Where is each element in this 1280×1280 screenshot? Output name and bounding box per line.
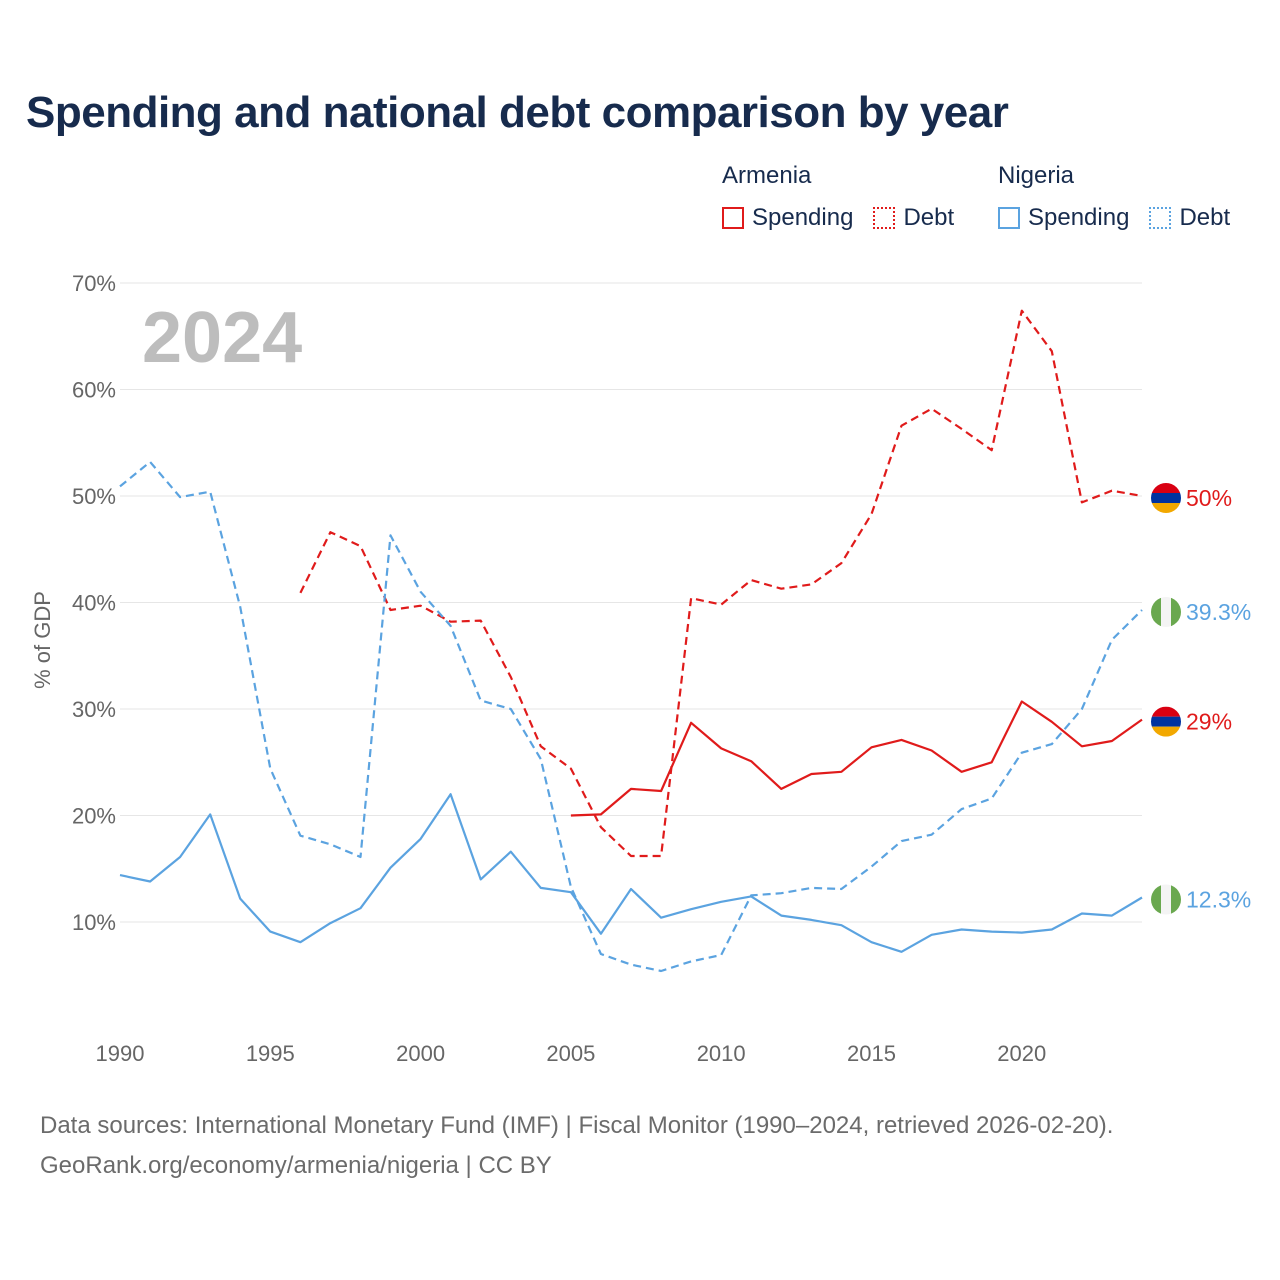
legend-armenia-spending-label: Spending [752,204,854,231]
y-tick-label: 10% [72,910,116,935]
solid-line-swatch-icon [722,207,744,229]
x-tick-label: 2010 [697,1041,746,1066]
end-value-label: 12.3% [1186,887,1251,913]
nigeria-flag-icon [1151,884,1181,915]
series-line-nigeria-debt[interactable] [119,460,1143,973]
grid [120,282,1142,923]
y-tick-label: 50% [72,484,116,509]
x-tick-label: 2005 [546,1041,595,1066]
legend-armenia-debt-label: Debt [903,204,955,231]
legend-armenia: Armenia Spending Debt [722,162,974,232]
y-tick-label: 40% [72,591,116,616]
armenia-flag-icon [1151,706,1181,737]
legend-nigeria-spending[interactable]: Spending [998,204,1129,232]
legend-armenia-spending[interactable]: Spending [722,204,853,232]
x-tick-label: 2000 [396,1041,445,1066]
legend-nigeria-label: Nigeria [998,162,1075,189]
legend-nigeria-debt-label: Debt [1179,204,1231,231]
x-axis-ticks: 1990 1995 2000 2005 2010 2015 2020 [96,1041,1047,1066]
armenia-flag-icon [1151,483,1181,513]
y-tick-label: 70% [72,271,116,296]
legend-nigeria-spending-label: Spending [1028,204,1130,231]
series-line-armenia-spending[interactable] [570,700,1143,817]
dotted-line-swatch-icon [1149,207,1172,229]
source-url-text: GeoRank.org/economy/armenia/nigeria | CC… [40,1152,552,1179]
x-tick-label: 2020 [997,1041,1046,1066]
nigeria-flag-icon [1151,596,1181,627]
legend-armenia-label: Armenia [722,162,812,189]
series-lines [119,309,1143,973]
legend-nigeria-debt[interactable]: Debt [1149,204,1230,232]
x-tick-label: 1990 [96,1041,145,1066]
dotted-line-swatch-icon [873,207,896,229]
y-axis-label: % of GDP [30,591,55,689]
x-tick-label: 2015 [847,1041,896,1066]
end-value-label: 39.3% [1186,599,1251,625]
series-line-armenia-debt[interactable] [299,309,1143,858]
line-chart: 10% 20% 30% 40% 50% 60% 70% 1990 1995 2000 2005 20… [30,271,1251,1066]
current-year-label: 2024 [142,298,302,378]
end-markers: 29% 50% 12.3% 39.3% [1151,483,1251,915]
chart-title: Spending and national debt comparison by… [26,88,1009,137]
y-tick-label: 20% [72,804,116,829]
series-line-nigeria-spending[interactable] [119,793,1143,953]
legend-nigeria: Nigeria Spending Debt [998,162,1230,232]
y-tick-label: 30% [72,697,116,722]
data-sources-text: Data sources: International Monetary Fun… [40,1112,1114,1139]
y-tick-label: 60% [72,378,116,403]
end-value-label: 50% [1186,485,1232,511]
legend-armenia-debt[interactable]: Debt [873,204,954,232]
y-axis-ticks: 10% 20% 30% 40% 50% 60% 70% [72,271,116,935]
footer: Data sources: International Monetary Fun… [40,1106,1113,1186]
end-value-label: 29% [1186,709,1232,735]
x-tick-label: 1995 [246,1041,295,1066]
solid-line-swatch-icon [998,207,1020,229]
